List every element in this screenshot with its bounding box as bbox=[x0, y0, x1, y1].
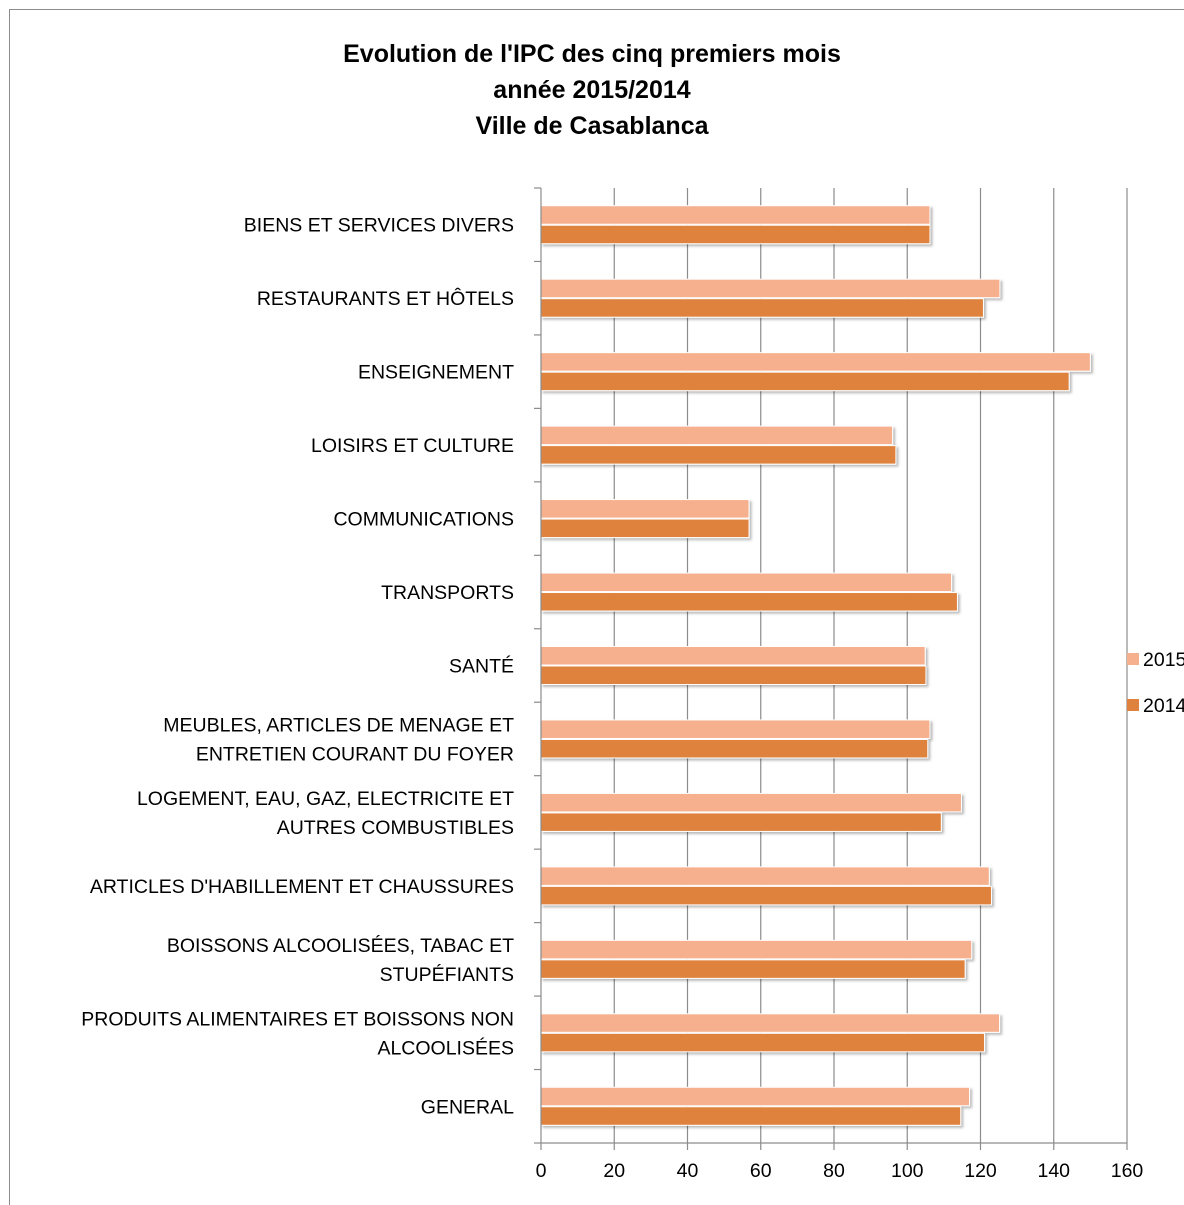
bar-2014-1 bbox=[540, 298, 984, 318]
bar-2014-12 bbox=[540, 1106, 962, 1126]
chart-title: Evolution de l'IPC des cinq premiers moi… bbox=[0, 36, 1184, 144]
x-tick-label-100: 100 bbox=[891, 1160, 924, 1182]
legend: 2015 2014 bbox=[1127, 649, 1184, 717]
bar-2014-3 bbox=[540, 445, 897, 465]
bar-2015-3 bbox=[540, 425, 894, 446]
x-tick-label-140: 140 bbox=[1037, 1160, 1070, 1182]
category-label-0: BIENS ET SERVICES DIVERS bbox=[244, 215, 514, 237]
category-label-4: COMMUNICATIONS bbox=[333, 509, 514, 531]
bar-2015-1 bbox=[540, 278, 1001, 299]
bar-2015-5 bbox=[540, 572, 953, 593]
bar-2015-2 bbox=[540, 352, 1091, 372]
bar-2015-6 bbox=[540, 646, 926, 666]
chart-title-line-2: année 2015/2014 bbox=[493, 76, 691, 104]
category-label-8: AUTRES COMBUSTIBLES bbox=[277, 817, 514, 839]
x-tick-label-160: 160 bbox=[1111, 1160, 1144, 1182]
axes bbox=[534, 187, 1128, 1150]
category-label-5: TRANSPORTS bbox=[381, 582, 514, 604]
category-label-10: STUPÉFIANTS bbox=[380, 963, 514, 986]
category-labels: BIENS ET SERVICES DIVERS RESTAURANTS ET H… bbox=[81, 215, 514, 1119]
category-label-8: LOGEMENT, EAU, GAZ, ELECTRICITE ET bbox=[137, 788, 514, 810]
legend-swatch-2015 bbox=[1127, 653, 1139, 665]
bar-2014-7 bbox=[540, 738, 929, 759]
x-tick-label-20: 20 bbox=[603, 1160, 625, 1182]
category-label-7: ENTRETIEN COURANT DU FOYER bbox=[196, 743, 514, 765]
category-label-2: ENSEIGNEMENT bbox=[358, 362, 514, 384]
category-label-12: GENERAL bbox=[421, 1096, 514, 1118]
bar-2014-5 bbox=[540, 592, 958, 612]
category-label-10: BOISSONS ALCOOLISÉES, TABAC ET bbox=[167, 934, 514, 957]
bar-2015-9 bbox=[540, 866, 990, 886]
bar-2015-0 bbox=[540, 205, 931, 225]
category-label-6: SANTÉ bbox=[449, 655, 514, 678]
chart-title-line-1: Evolution de l'IPC des cinq premiers moi… bbox=[343, 40, 841, 68]
legend-label-2014: 2014 bbox=[1143, 695, 1184, 717]
legend-label-2015: 2015 bbox=[1143, 649, 1184, 671]
x-tick-label-120: 120 bbox=[964, 1160, 997, 1182]
x-tick-label-80: 80 bbox=[823, 1160, 845, 1182]
category-label-1: RESTAURANTS ET HÔTELS bbox=[257, 287, 514, 310]
legend-swatch-2014 bbox=[1127, 699, 1139, 711]
category-label-9: ARTICLES D'HABILLEMENT ET CHAUSSURES bbox=[90, 876, 514, 898]
bar-2014-10 bbox=[540, 959, 966, 979]
bar-2014-4 bbox=[540, 518, 750, 539]
category-label-3: LOISIRS ET CULTURE bbox=[311, 435, 514, 457]
chart-title-line-3: Ville de Casablanca bbox=[475, 112, 709, 140]
bar-2014-8 bbox=[540, 812, 942, 832]
category-label-11: ALCOOLISÉES bbox=[377, 1036, 514, 1059]
bar-2014-2 bbox=[540, 371, 1070, 392]
x-tick-label-0: 0 bbox=[536, 1160, 547, 1182]
x-tick-label-40: 40 bbox=[677, 1160, 699, 1182]
bars bbox=[540, 205, 1091, 1126]
bar-2014-11 bbox=[540, 1032, 986, 1053]
x-tick-labels: 0 20 40 60 80 100 120 140 160 bbox=[536, 1160, 1144, 1182]
category-label-7: MEUBLES, ARTICLES DE MENAGE ET bbox=[163, 714, 514, 736]
category-label-11: PRODUITS ALIMENTAIRES ET BOISSONS NON bbox=[81, 1008, 514, 1030]
bar-2015-7 bbox=[540, 719, 931, 739]
x-tick-label-60: 60 bbox=[750, 1160, 772, 1182]
bar-2015-11 bbox=[540, 1013, 1001, 1033]
bar-2014-9 bbox=[540, 885, 992, 906]
bar-2015-8 bbox=[540, 792, 962, 813]
bar-2015-10 bbox=[540, 939, 973, 960]
bar-2014-0 bbox=[540, 224, 931, 245]
bar-2015-12 bbox=[540, 1086, 971, 1107]
bar-2014-6 bbox=[540, 665, 927, 685]
bar-2015-4 bbox=[540, 499, 750, 519]
